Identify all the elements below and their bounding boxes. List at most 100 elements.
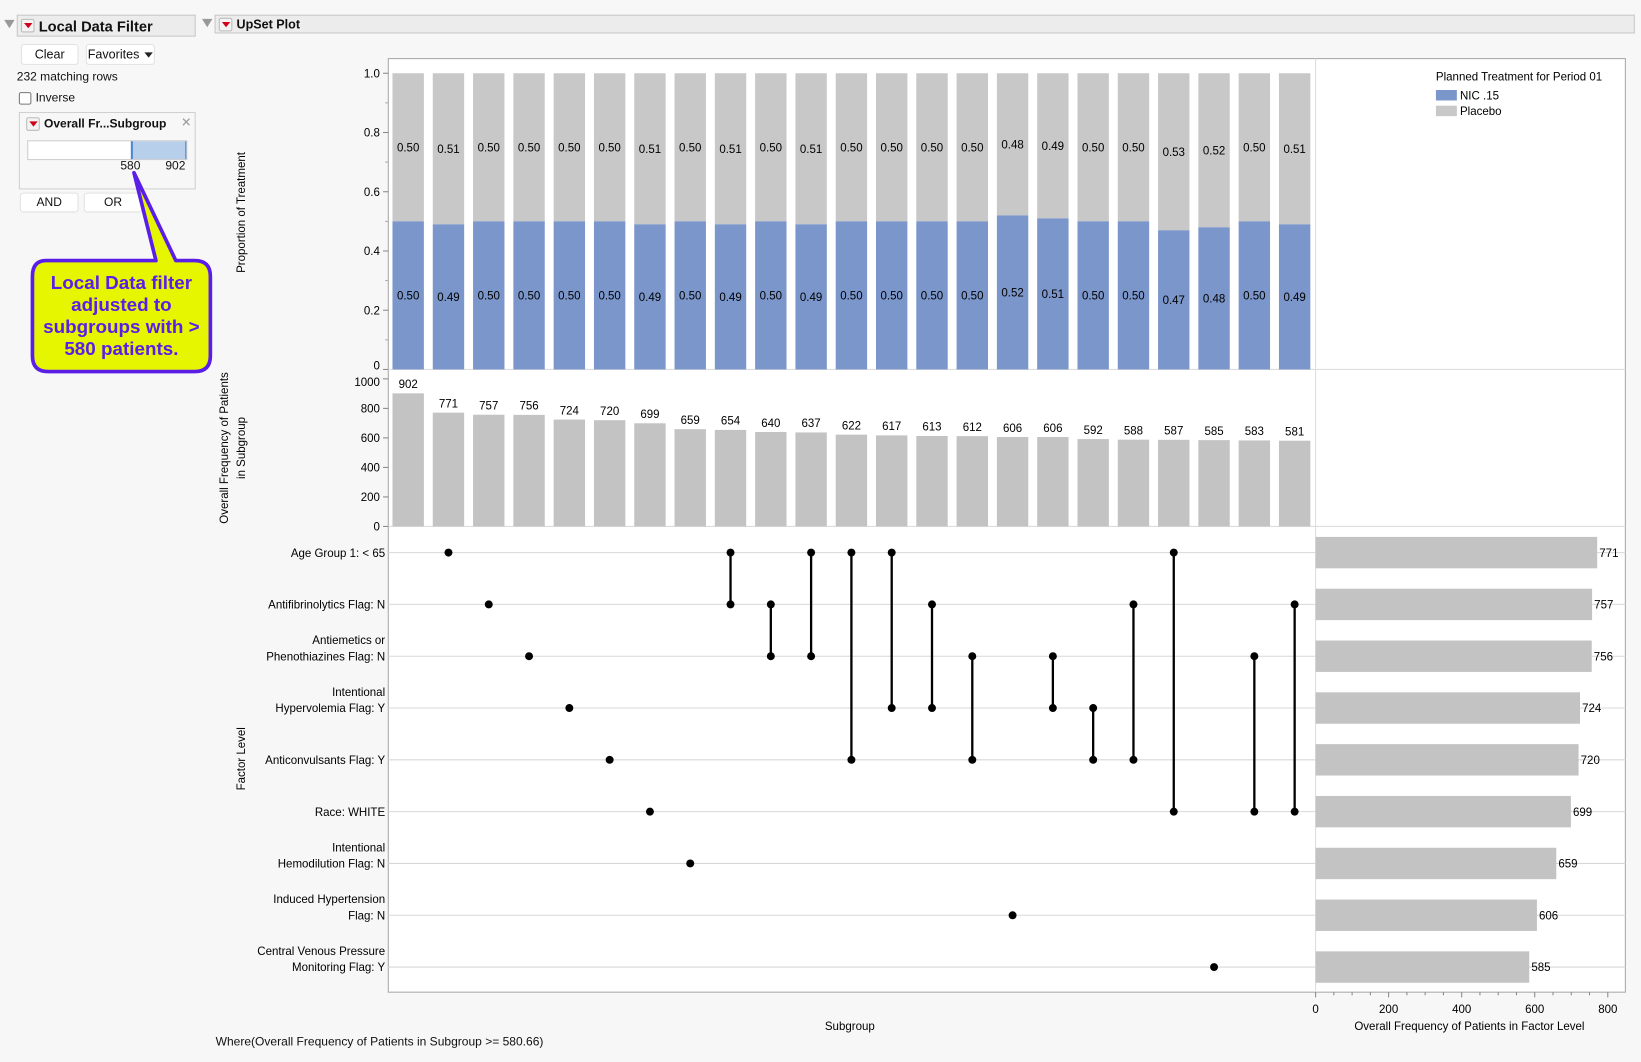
subgroup-frequency-bar	[1238, 440, 1271, 527]
clear-button[interactable]: Clear	[20, 43, 79, 65]
subgroup-frequency-bar	[876, 435, 908, 527]
factor-frequency-label: 757	[1594, 600, 1613, 612]
plot-menu-icon[interactable]	[218, 17, 233, 31]
close-icon[interactable]: ✕	[181, 115, 192, 130]
factor-frequency-bar	[1315, 744, 1579, 776]
factor-frequency-bar	[1315, 795, 1571, 828]
membership-dot	[928, 704, 936, 713]
inverse-option[interactable]: Inverse	[18, 92, 76, 105]
y-axis-title-frequency: Overall Frequency of Patients	[219, 372, 231, 524]
factor-level-label: Intentional	[332, 687, 385, 699]
membership-dot	[1250, 652, 1259, 661]
factor-frequency-label: 771	[1599, 548, 1618, 560]
nic-bar	[1238, 221, 1271, 370]
subgroup-frequency-bar	[553, 419, 586, 527]
factor-level-label: Induced Hypertension	[273, 894, 385, 906]
factor-frequency-bar	[1315, 951, 1530, 983]
subgroup-frequency-label: 771	[439, 398, 458, 410]
subgroup-frequency-label: 612	[963, 422, 982, 434]
placebo-bar	[432, 73, 465, 225]
placebo-bar	[392, 73, 424, 222]
membership-dot	[686, 859, 695, 868]
subgroup-frequency-bar	[392, 393, 424, 527]
placebo-bar-label: 0.50	[1082, 142, 1104, 154]
placebo-bar	[1158, 73, 1190, 231]
membership-dot	[847, 755, 856, 764]
range-slider[interactable]	[27, 140, 188, 161]
placebo-bar-label: 0.50	[881, 142, 903, 154]
x-tick-label: 0	[1312, 1004, 1318, 1016]
factor-level-label: Age Group 1: < 65	[291, 548, 385, 560]
membership-dot	[1169, 548, 1178, 557]
legend-swatch	[1435, 105, 1457, 117]
placebo-bar-label: 0.51	[800, 144, 822, 156]
placebo-bar	[1037, 73, 1069, 219]
nic-bar	[593, 221, 626, 370]
factor-level-label: Race: WHITE	[315, 807, 386, 819]
subgroup-frequency-bar	[1117, 439, 1150, 527]
y-tick-label: 0	[374, 522, 380, 534]
nic-bar-label: 0.50	[1082, 291, 1104, 303]
range-filter-title: Overall Fr...Subgroup	[43, 117, 167, 131]
nic-bar-label: 0.50	[840, 291, 862, 303]
collapse-plot-triangle-icon[interactable]	[201, 18, 213, 28]
range-max-value[interactable]: 902	[165, 160, 186, 173]
collapse-filter-triangle-icon[interactable]	[4, 19, 15, 29]
filter-menu-icon[interactable]	[20, 18, 35, 33]
placebo-bar	[1278, 73, 1311, 225]
range-slider-min-handle[interactable]	[130, 141, 133, 160]
factor-frequency-label: 756	[1594, 651, 1613, 663]
nic-bar	[1198, 227, 1230, 370]
membership-dot	[1290, 600, 1299, 609]
subgroup-frequency-label: 617	[882, 421, 901, 433]
placebo-bar-label: 0.51	[1283, 144, 1305, 156]
inverse-label: Inverse	[35, 92, 76, 105]
placebo-bar	[876, 73, 908, 222]
membership-dot	[1048, 652, 1057, 661]
subgroup-frequency-bar	[714, 429, 747, 527]
placebo-bar-label: 0.50	[961, 142, 983, 154]
membership-dot	[726, 548, 735, 557]
membership-dot	[1290, 807, 1299, 816]
nic-bar	[432, 224, 465, 370]
range-filter-menu-icon[interactable]	[26, 117, 40, 131]
factor-level-label: Antiemetics or	[312, 635, 385, 647]
factor-frequency-label: 606	[1539, 910, 1558, 922]
nic-bar-label: 0.47	[1163, 295, 1185, 307]
nic-bar	[876, 221, 908, 370]
membership-dot	[605, 755, 614, 764]
y-tick-label: 400	[361, 463, 380, 475]
inverse-checkbox[interactable]	[18, 92, 32, 105]
nic-bar	[956, 221, 988, 370]
membership-dot	[1089, 704, 1098, 713]
subgroup-frequency-label: 606	[1003, 423, 1022, 435]
y-axis-title-factor-level: Factor Level	[236, 727, 248, 790]
nic-bar	[674, 221, 706, 370]
y-tick-label: 0.8	[364, 128, 380, 140]
factor-level-label: Central Venous Pressure	[257, 946, 385, 958]
subgroup-frequency-label: 902	[399, 379, 418, 391]
and-button[interactable]: AND	[19, 192, 79, 213]
subgroup-frequency-bar	[996, 437, 1029, 527]
y-tick-label: 0.2	[364, 305, 380, 317]
favorites-dropdown[interactable]: Favorites	[85, 43, 155, 65]
subgroup-frequency-bar	[755, 431, 787, 527]
placebo-bar-label: 0.50	[760, 142, 782, 154]
subgroup-frequency-label: 606	[1043, 423, 1062, 435]
chevron-down-icon	[144, 51, 153, 58]
range-slider-max-handle[interactable]	[185, 141, 187, 160]
range-min-value[interactable]: 580	[120, 160, 141, 173]
subgroup-frequency-label: 581	[1285, 426, 1304, 438]
y-axis-title-frequency: in Subgroup	[236, 417, 248, 479]
subgroup-frequency-bar	[956, 436, 988, 527]
membership-dot	[1250, 807, 1259, 816]
subgroup-frequency-bar	[593, 420, 626, 527]
subgroup-frequency-bar	[1198, 440, 1230, 527]
placebo-bar	[956, 73, 988, 222]
filter-title: Local Data Filter	[38, 17, 153, 35]
placebo-bar-label: 0.52	[1203, 145, 1225, 157]
nic-bar-label: 0.49	[639, 292, 661, 304]
factor-frequency-bar	[1315, 847, 1557, 880]
membership-dot	[444, 548, 453, 557]
subgroup-frequency-bar	[432, 412, 465, 527]
